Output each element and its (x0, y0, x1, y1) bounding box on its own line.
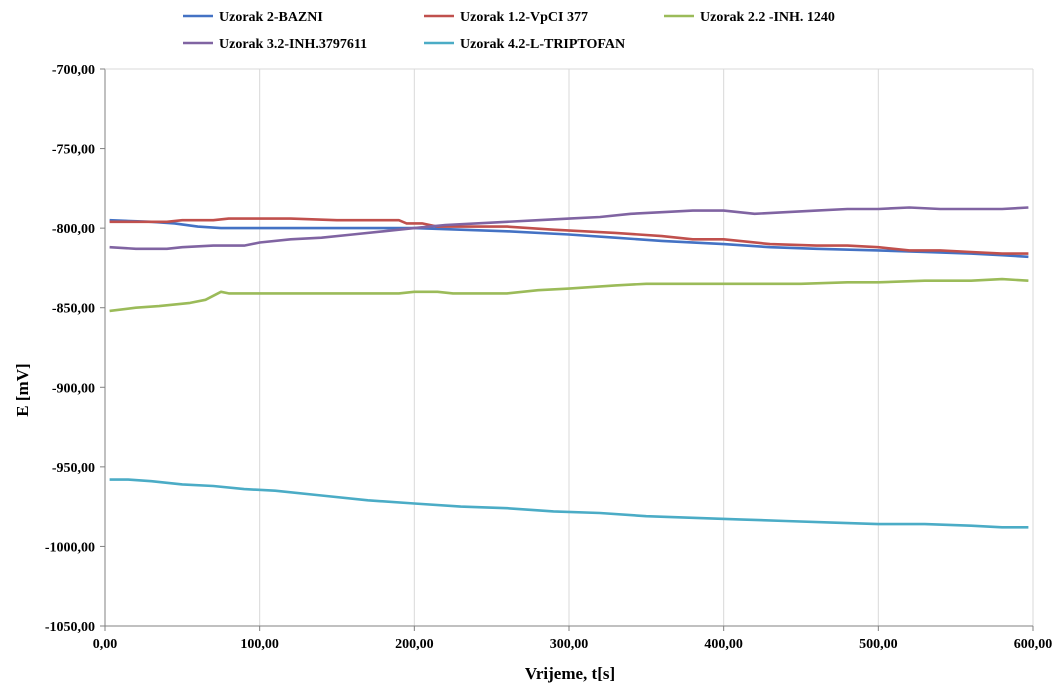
legend-label-5: Uzorak 4.2-L-TRIPTOFAN (460, 37, 625, 52)
x-tick-label: 600,00 (1014, 637, 1053, 652)
legend-label-3: Uzorak 2.2 -INH. 1240 (700, 10, 835, 25)
y-axis-label: E [mV] (13, 363, 32, 416)
x-tick-label: 100,00 (240, 637, 279, 652)
legend-label-4: Uzorak 3.2-INH.3797611 (219, 37, 367, 52)
y-tick-label: -950,00 (52, 461, 95, 476)
y-tick-label: -900,00 (52, 381, 95, 396)
tick-labels: -700,00 -750,00 -800,00 -850,00 -900,00 -950,… (45, 63, 1052, 652)
legend-label-1: Uzorak 2-BAZNI (219, 10, 323, 25)
x-tick-label: 500,00 (859, 637, 898, 652)
series-line-3 (109, 277, 1029, 313)
y-tick-label: -750,00 (52, 143, 95, 158)
y-tick-label: -1000,00 (45, 540, 95, 555)
legend: Uzorak 2-BAZNI Uzorak 1.2-VpCI 377 Uzorak … (183, 10, 835, 52)
x-axis-label: Vrijeme, t[s] (525, 664, 615, 683)
x-tick-label: 0,00 (93, 637, 118, 652)
series-line-2 (109, 217, 1029, 255)
y-tick-label: -800,00 (52, 222, 95, 237)
series-line-5 (109, 478, 1029, 529)
legend-label-2: Uzorak 1.2-VpCI 377 (460, 10, 588, 25)
x-tick-label: 200,00 (395, 637, 434, 652)
y-tick-label: -850,00 (52, 302, 95, 317)
y-tick-label: -700,00 (52, 63, 95, 78)
axes (100, 68, 1034, 631)
series-line-4 (109, 206, 1029, 251)
y-tick-label: -1050,00 (45, 620, 95, 635)
x-tick-label: 400,00 (704, 637, 743, 652)
series-lines (109, 206, 1029, 529)
x-tick-label: 300,00 (550, 637, 589, 652)
grid-lines (259, 69, 1034, 626)
